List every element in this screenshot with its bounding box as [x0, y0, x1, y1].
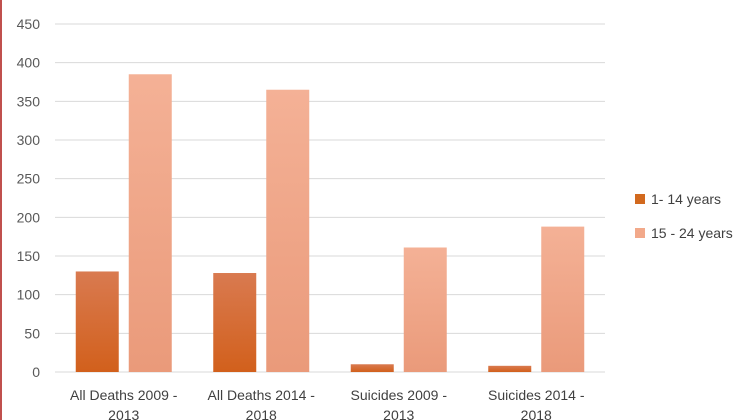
bar-age-15-24-cat-2 — [266, 89, 310, 372]
y-tick-label: 350 — [17, 93, 41, 109]
bar-age-15-24-cat-4 — [541, 226, 585, 372]
x-category-label: 2018 — [521, 407, 552, 420]
y-tick-label: 150 — [17, 248, 41, 264]
bar-age-1-14-cat-1 — [75, 271, 119, 372]
bar-age-1-14-cat-2 — [213, 273, 257, 372]
x-category-label: Suicides 2014 - — [488, 387, 585, 403]
bar-age-15-24-cat-1 — [128, 74, 172, 373]
y-tick-label: 250 — [17, 171, 41, 187]
x-category-label: 2018 — [246, 407, 277, 420]
x-category-label: All Deaths 2009 - — [70, 387, 178, 403]
y-tick-label: 200 — [17, 209, 41, 225]
y-tick-label: 450 — [17, 16, 41, 32]
y-tick-label: 100 — [17, 287, 41, 303]
bar-age-1-14-cat-3 — [350, 364, 394, 372]
legend-label: 15 - 24 years — [651, 225, 733, 241]
bars — [75, 74, 585, 373]
left-border — [0, 0, 2, 420]
y-tick-label: 0 — [32, 364, 40, 380]
bar-age-1-14-cat-4 — [488, 365, 532, 372]
legend-label: 1- 14 years — [651, 191, 721, 207]
x-category-label: Suicides 2009 - — [350, 387, 447, 403]
x-category-label: All Deaths 2014 - — [208, 387, 316, 403]
y-tick-label: 50 — [24, 325, 40, 341]
bar-age-15-24-cat-3 — [403, 247, 447, 372]
legend: 1- 14 years 15 - 24 years — [635, 191, 733, 241]
legend-swatch — [635, 194, 645, 204]
legend-swatch — [635, 228, 645, 238]
x-category-label: 2013 — [383, 407, 414, 420]
y-tick-label: 400 — [17, 55, 41, 71]
x-axis-labels: All Deaths 2009 - 2013 All Deaths 2014 - 20… — [70, 387, 585, 420]
y-tick-label: 300 — [17, 132, 41, 148]
x-category-label: 2013 — [108, 407, 139, 420]
y-axis-ticks: 0 50 100 150 200 250 300 350 400 450 — [17, 16, 41, 380]
